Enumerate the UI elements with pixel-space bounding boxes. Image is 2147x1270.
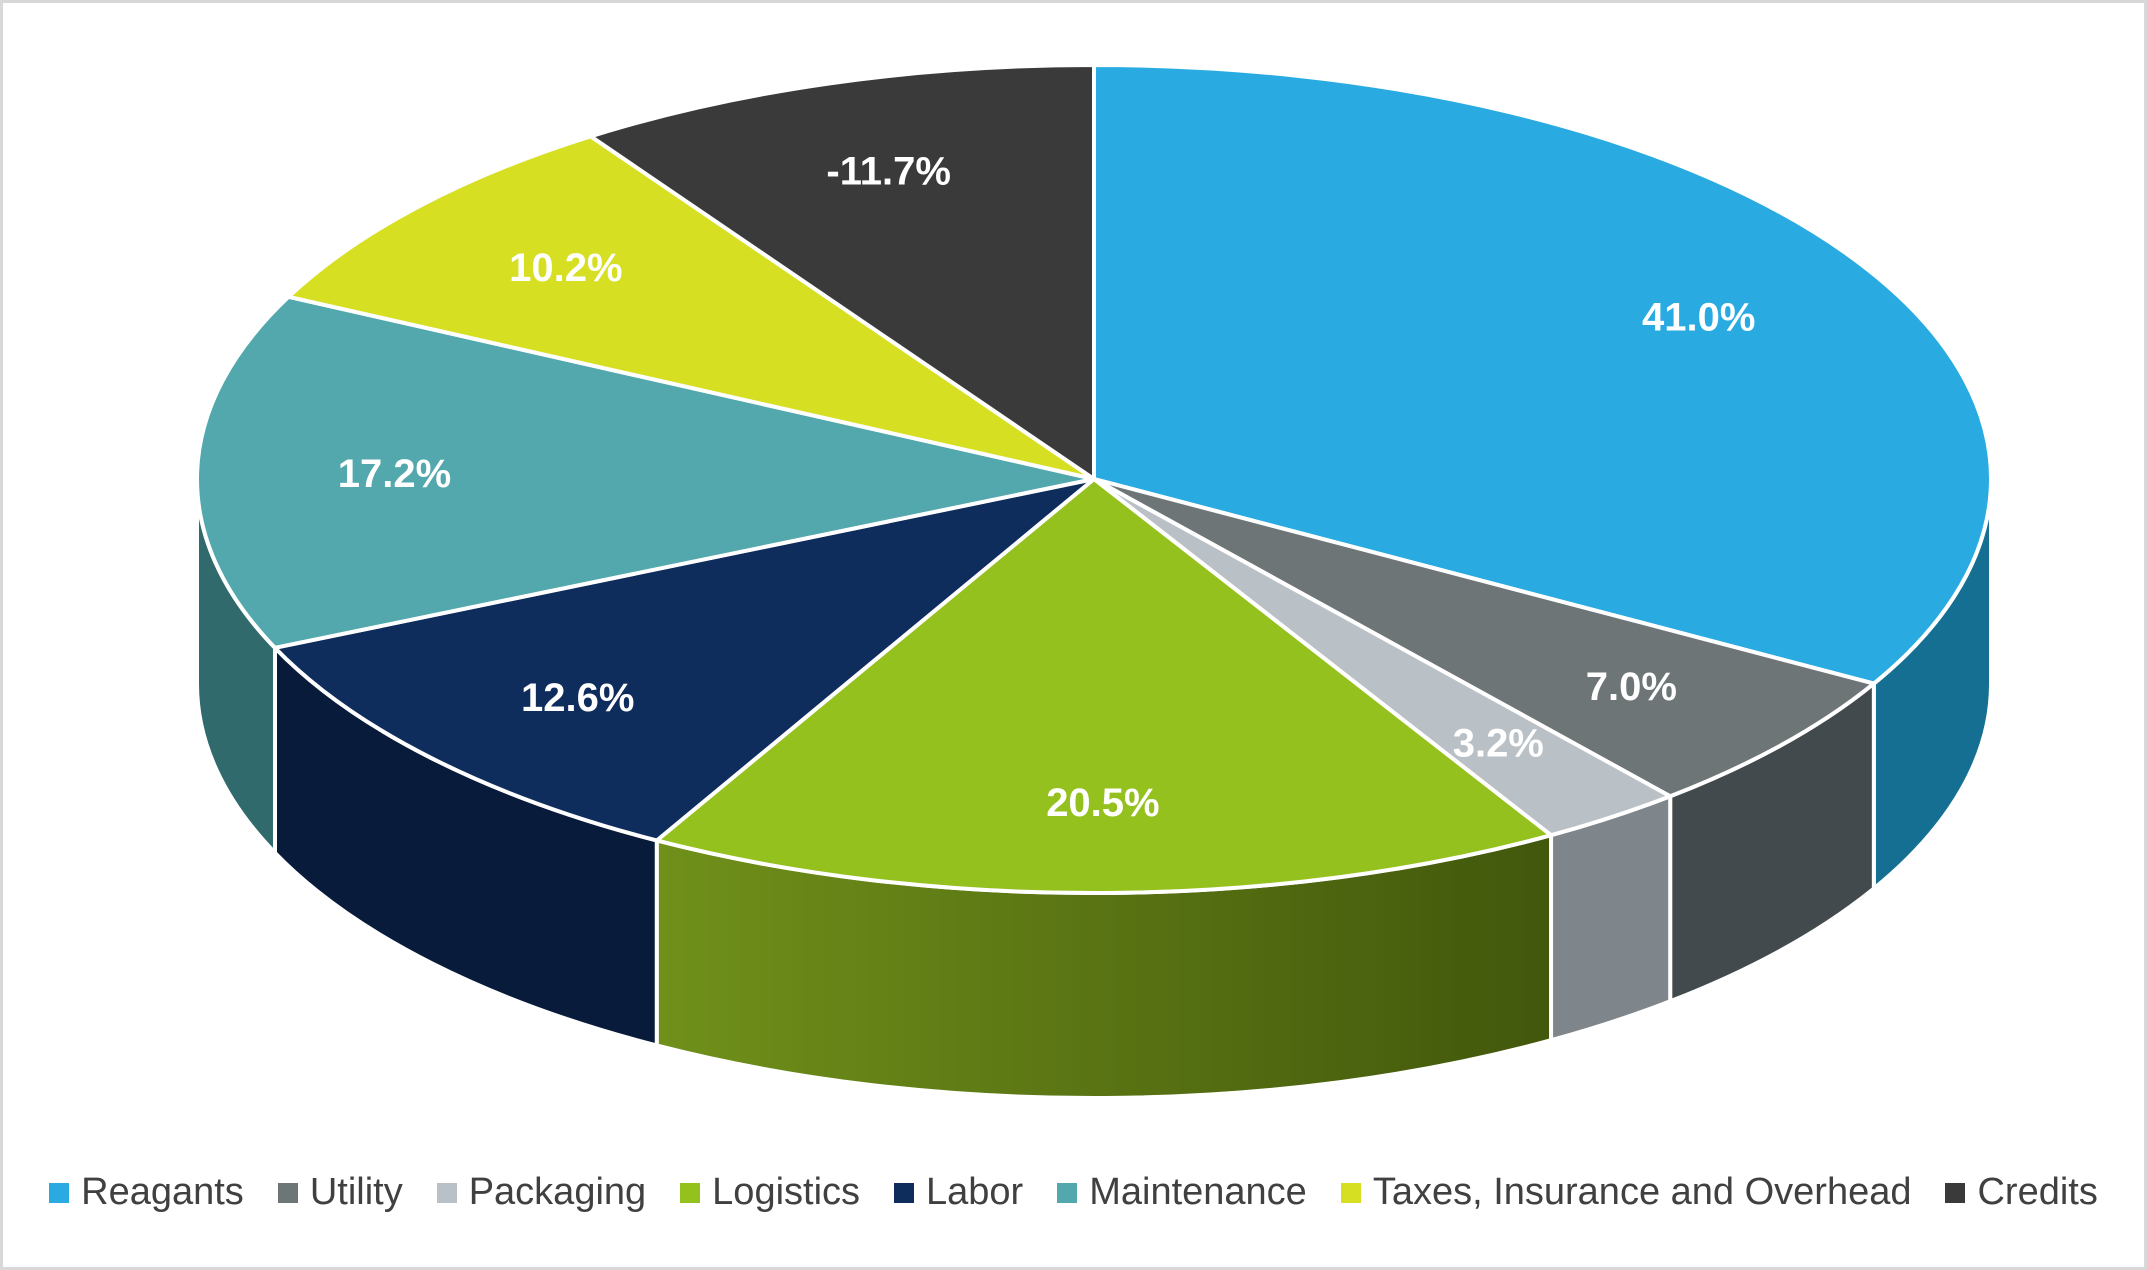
legend-item-taxes-insurance-and-overhead: Taxes, Insurance and Overhead xyxy=(1340,1171,1912,1214)
pie-slice-utility xyxy=(1092,477,1876,799)
legend-label-credits: Credits xyxy=(1977,1171,2098,1213)
legend-item-utility: Utility xyxy=(277,1171,403,1214)
legend-label-maintenance: Maintenance xyxy=(1089,1171,1307,1213)
legend-swatch-packaging xyxy=(436,1182,457,1203)
pie-label-taxes-insurance-and-overhead: 10.2% xyxy=(509,246,622,290)
legend-swatch-utility xyxy=(277,1182,298,1203)
legend-label-utility: Utility xyxy=(309,1171,403,1213)
pie-slice-maintenance xyxy=(195,294,1096,650)
pie-slice-labor xyxy=(272,477,1096,843)
legend-item-credits: Credits xyxy=(1945,1171,2098,1214)
pie-label-logistics: 20.5% xyxy=(1046,781,1159,825)
pie-slice-logistics xyxy=(654,477,1554,895)
pie-label-utility: 7.0% xyxy=(1586,665,1677,709)
legend-swatch-credits xyxy=(1945,1182,1966,1203)
legend-swatch-reagants xyxy=(49,1182,70,1203)
legend-item-logistics: Logistics xyxy=(680,1171,860,1214)
legend-swatch-logistics xyxy=(680,1182,701,1203)
pie-side-walls xyxy=(195,477,1993,1100)
legend-label-taxes-insurance-and-overhead: Taxes, Insurance and Overhead xyxy=(1372,1171,1912,1213)
chart-legend: Reagants Utility Packaging Logistics Labor Ma… xyxy=(3,1171,2144,1214)
pie-slice-reagants xyxy=(1092,63,1993,686)
pie-side-packaging xyxy=(1549,794,1673,1043)
legend-item-reagants: Reagants xyxy=(49,1171,244,1214)
legend-item-maintenance: Maintenance xyxy=(1057,1171,1307,1214)
pie-label-reagants: 41.0% xyxy=(1642,296,1755,340)
pie-slice-taxes-insurance-and-overhead xyxy=(286,134,1096,481)
legend-label-reagants: Reagants xyxy=(81,1171,244,1213)
legend-swatch-taxes-insurance-and-overhead xyxy=(1340,1182,1361,1203)
legend-item-labor: Labor xyxy=(894,1171,1023,1214)
legend-label-logistics: Logistics xyxy=(712,1171,861,1213)
legend-label-labor: Labor xyxy=(926,1171,1024,1213)
pie-label-labor: 12.6% xyxy=(521,676,634,720)
pie-label-maintenance: 17.2% xyxy=(338,452,451,496)
legend-item-packaging: Packaging xyxy=(436,1171,647,1214)
legend-label-packaging: Packaging xyxy=(468,1171,647,1213)
legend-swatch-labor xyxy=(894,1182,915,1203)
pie-label-credits: -11.7% xyxy=(826,149,951,193)
pie-slice-credits xyxy=(588,63,1096,481)
pie-top-slices xyxy=(195,63,1993,895)
pie-label-packaging: 3.2% xyxy=(1453,722,1544,766)
pie-data-labels: 41.0% 7.0% 3.2% 20.5% 12.6% 17.2% 10.2% -11.7% xyxy=(338,149,1756,825)
pie-chart: 41.0% 7.0% 3.2% 20.5% 12.6% 17.2% 10.2% -11.7% xyxy=(195,63,1993,1100)
legend-swatch-maintenance xyxy=(1057,1182,1078,1203)
